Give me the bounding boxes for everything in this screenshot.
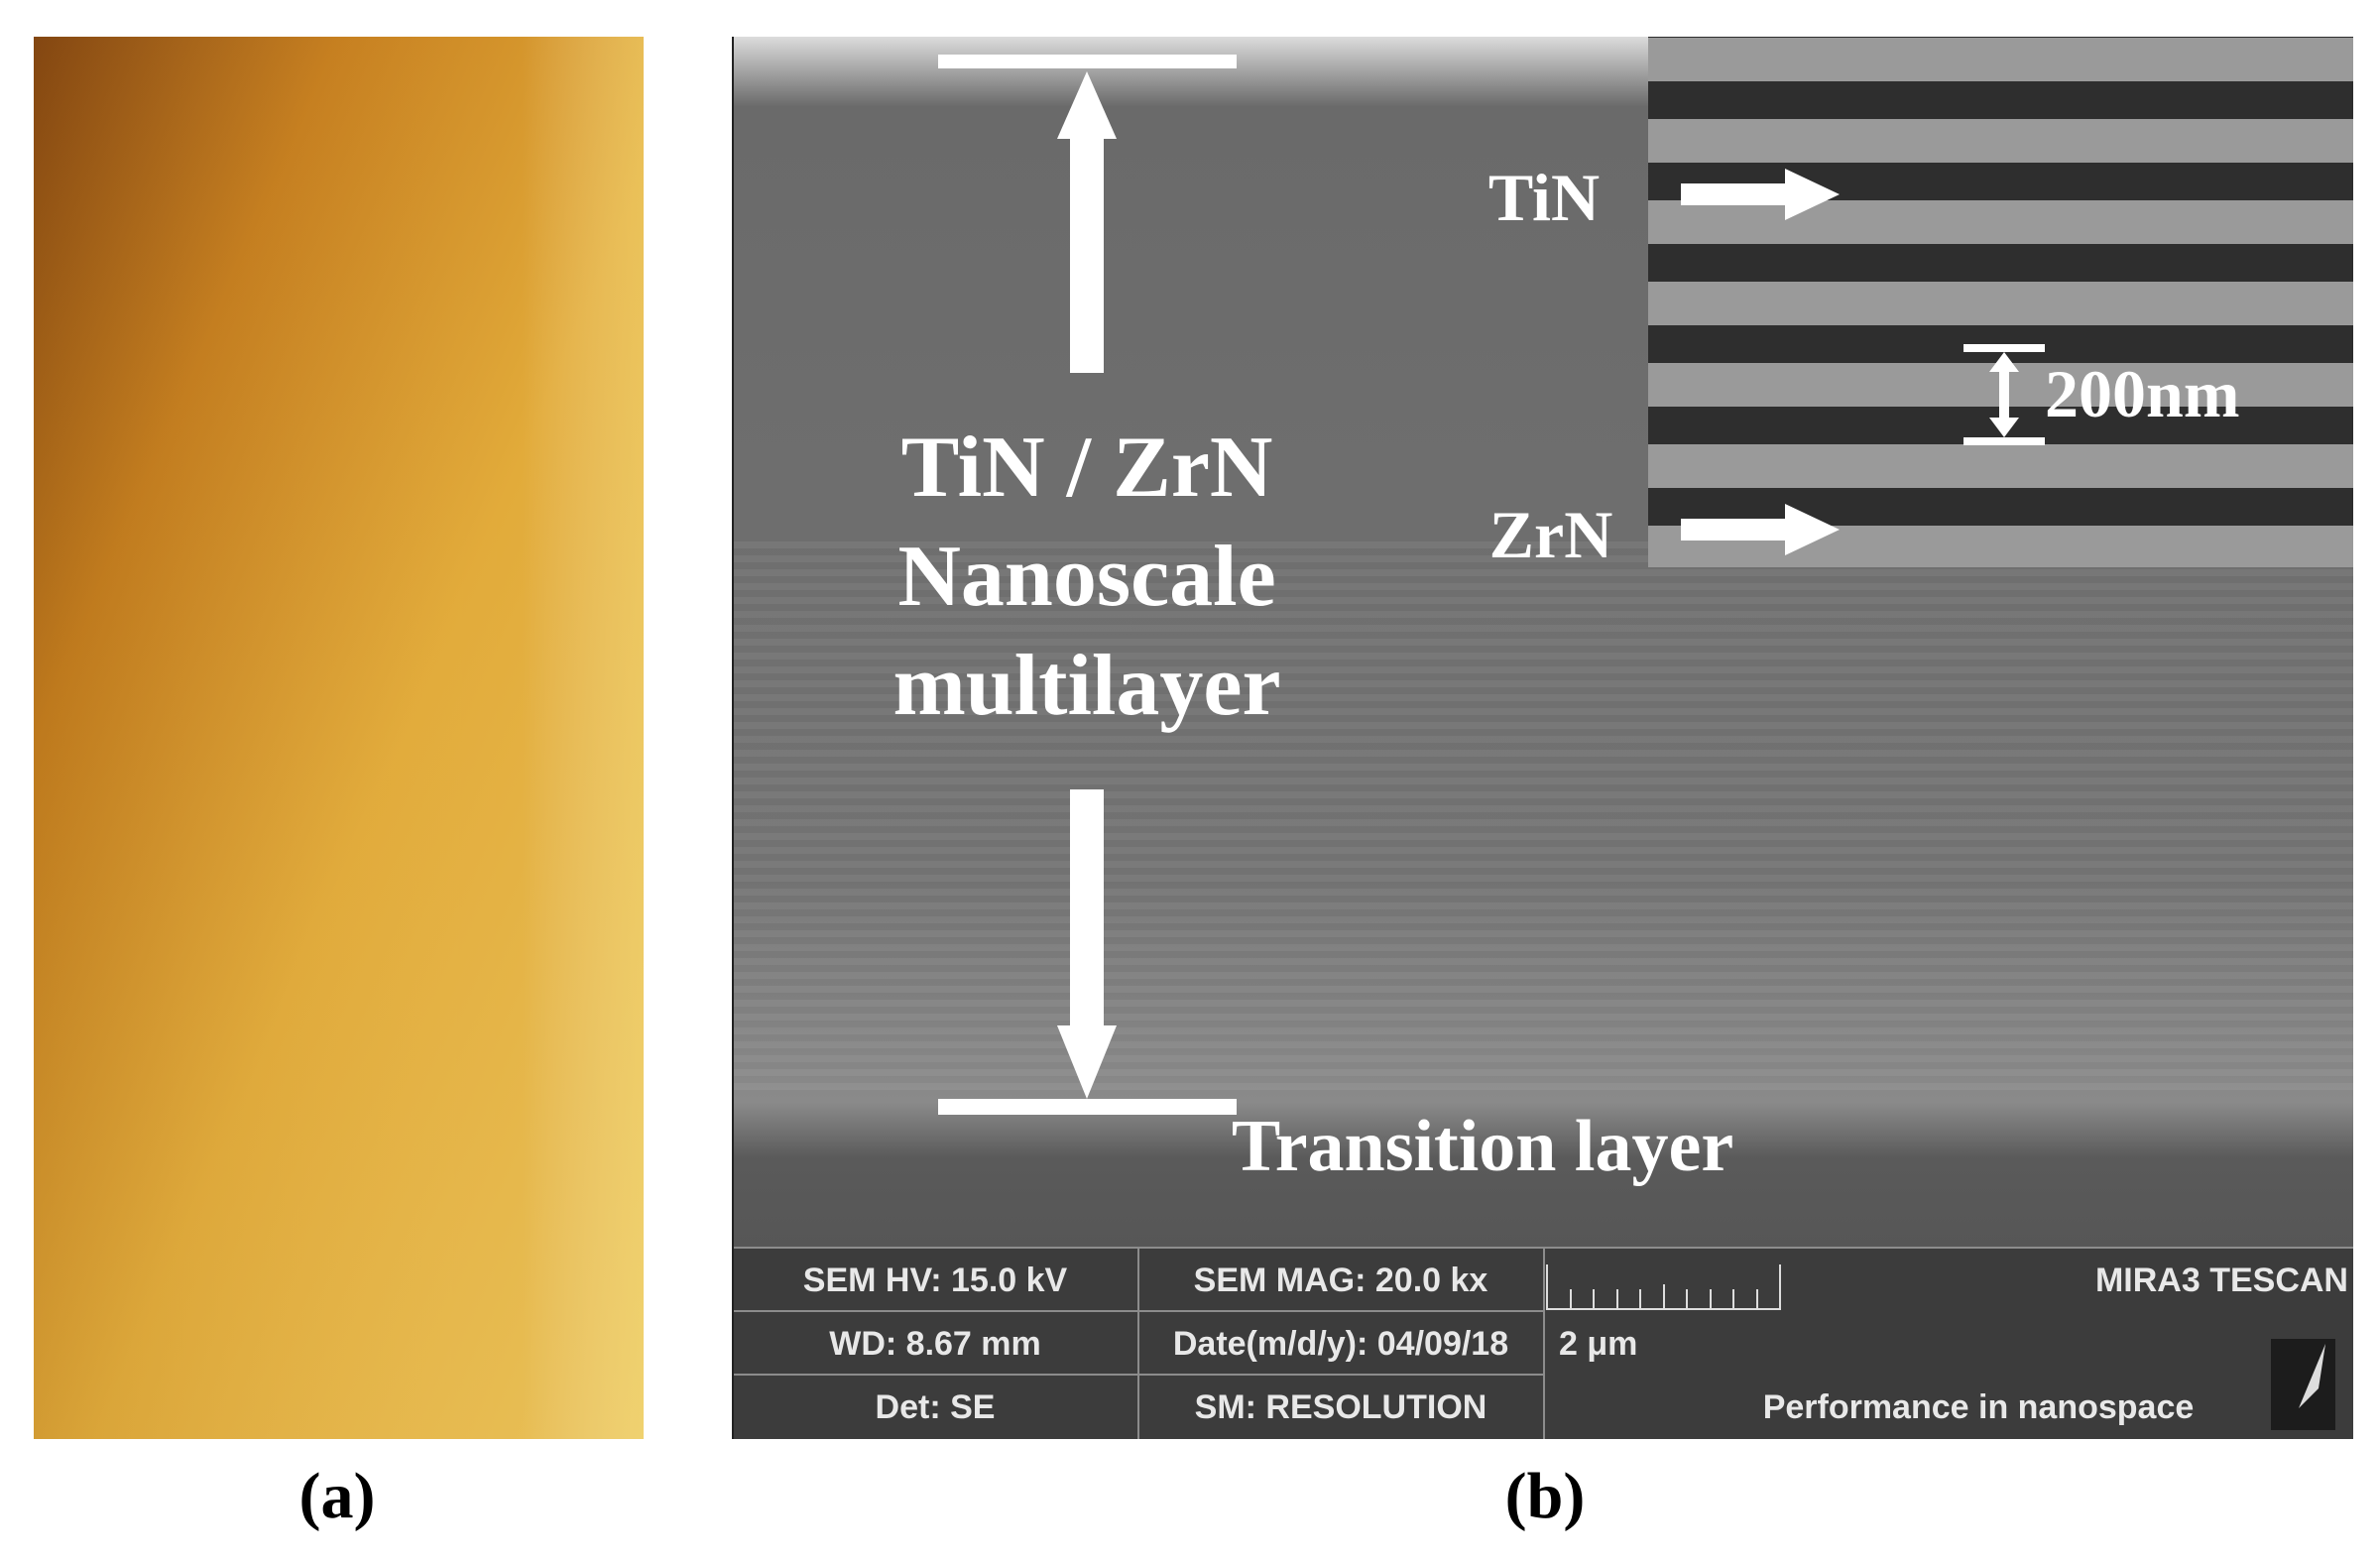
annotation: TiN / ZrN xyxy=(901,420,1273,516)
info-text: SEM HV: 15.0 kV SEM MAG: 20.0 kx MIRA3 T… xyxy=(803,1262,2348,1426)
info-cell: WD: 8.67 mm xyxy=(829,1325,1041,1363)
info-cell: SM: RESOLUTION xyxy=(1195,1388,1488,1426)
info-cell: SEM MAG: 20.0 kx xyxy=(1194,1262,1488,1299)
info-cell: MIRA3 TESCAN xyxy=(2095,1262,2348,1299)
annotation: Nanoscale xyxy=(897,529,1275,625)
inset-label: ZrN xyxy=(1489,497,1613,572)
info-cell: 2 μm xyxy=(1559,1325,1637,1363)
photo-shading xyxy=(34,37,644,1439)
panel-label: (b) xyxy=(1505,1460,1586,1532)
info-cell: Det: SE xyxy=(876,1388,996,1426)
annotation: Transition layer xyxy=(1232,1106,1733,1187)
panel-label: (a) xyxy=(299,1460,376,1532)
annotation: multilayer xyxy=(892,638,1280,734)
sem-layers xyxy=(733,536,2353,1091)
info-cell: Performance in nanospace xyxy=(1763,1388,2195,1426)
layer-title: TiN / ZrN Nanoscale multilayer xyxy=(892,420,1280,734)
info-bar xyxy=(733,1247,2353,1439)
info-cell: Date(m/d/y): 04/09/18 xyxy=(1173,1325,1508,1363)
inset-label: TiN xyxy=(1488,160,1600,235)
info-cell: SEM HV: 15.0 kV xyxy=(803,1262,1068,1299)
scale-label: 200nm xyxy=(2045,356,2239,431)
inset-image xyxy=(1648,37,2353,567)
thickness-arrows xyxy=(938,55,2045,1115)
